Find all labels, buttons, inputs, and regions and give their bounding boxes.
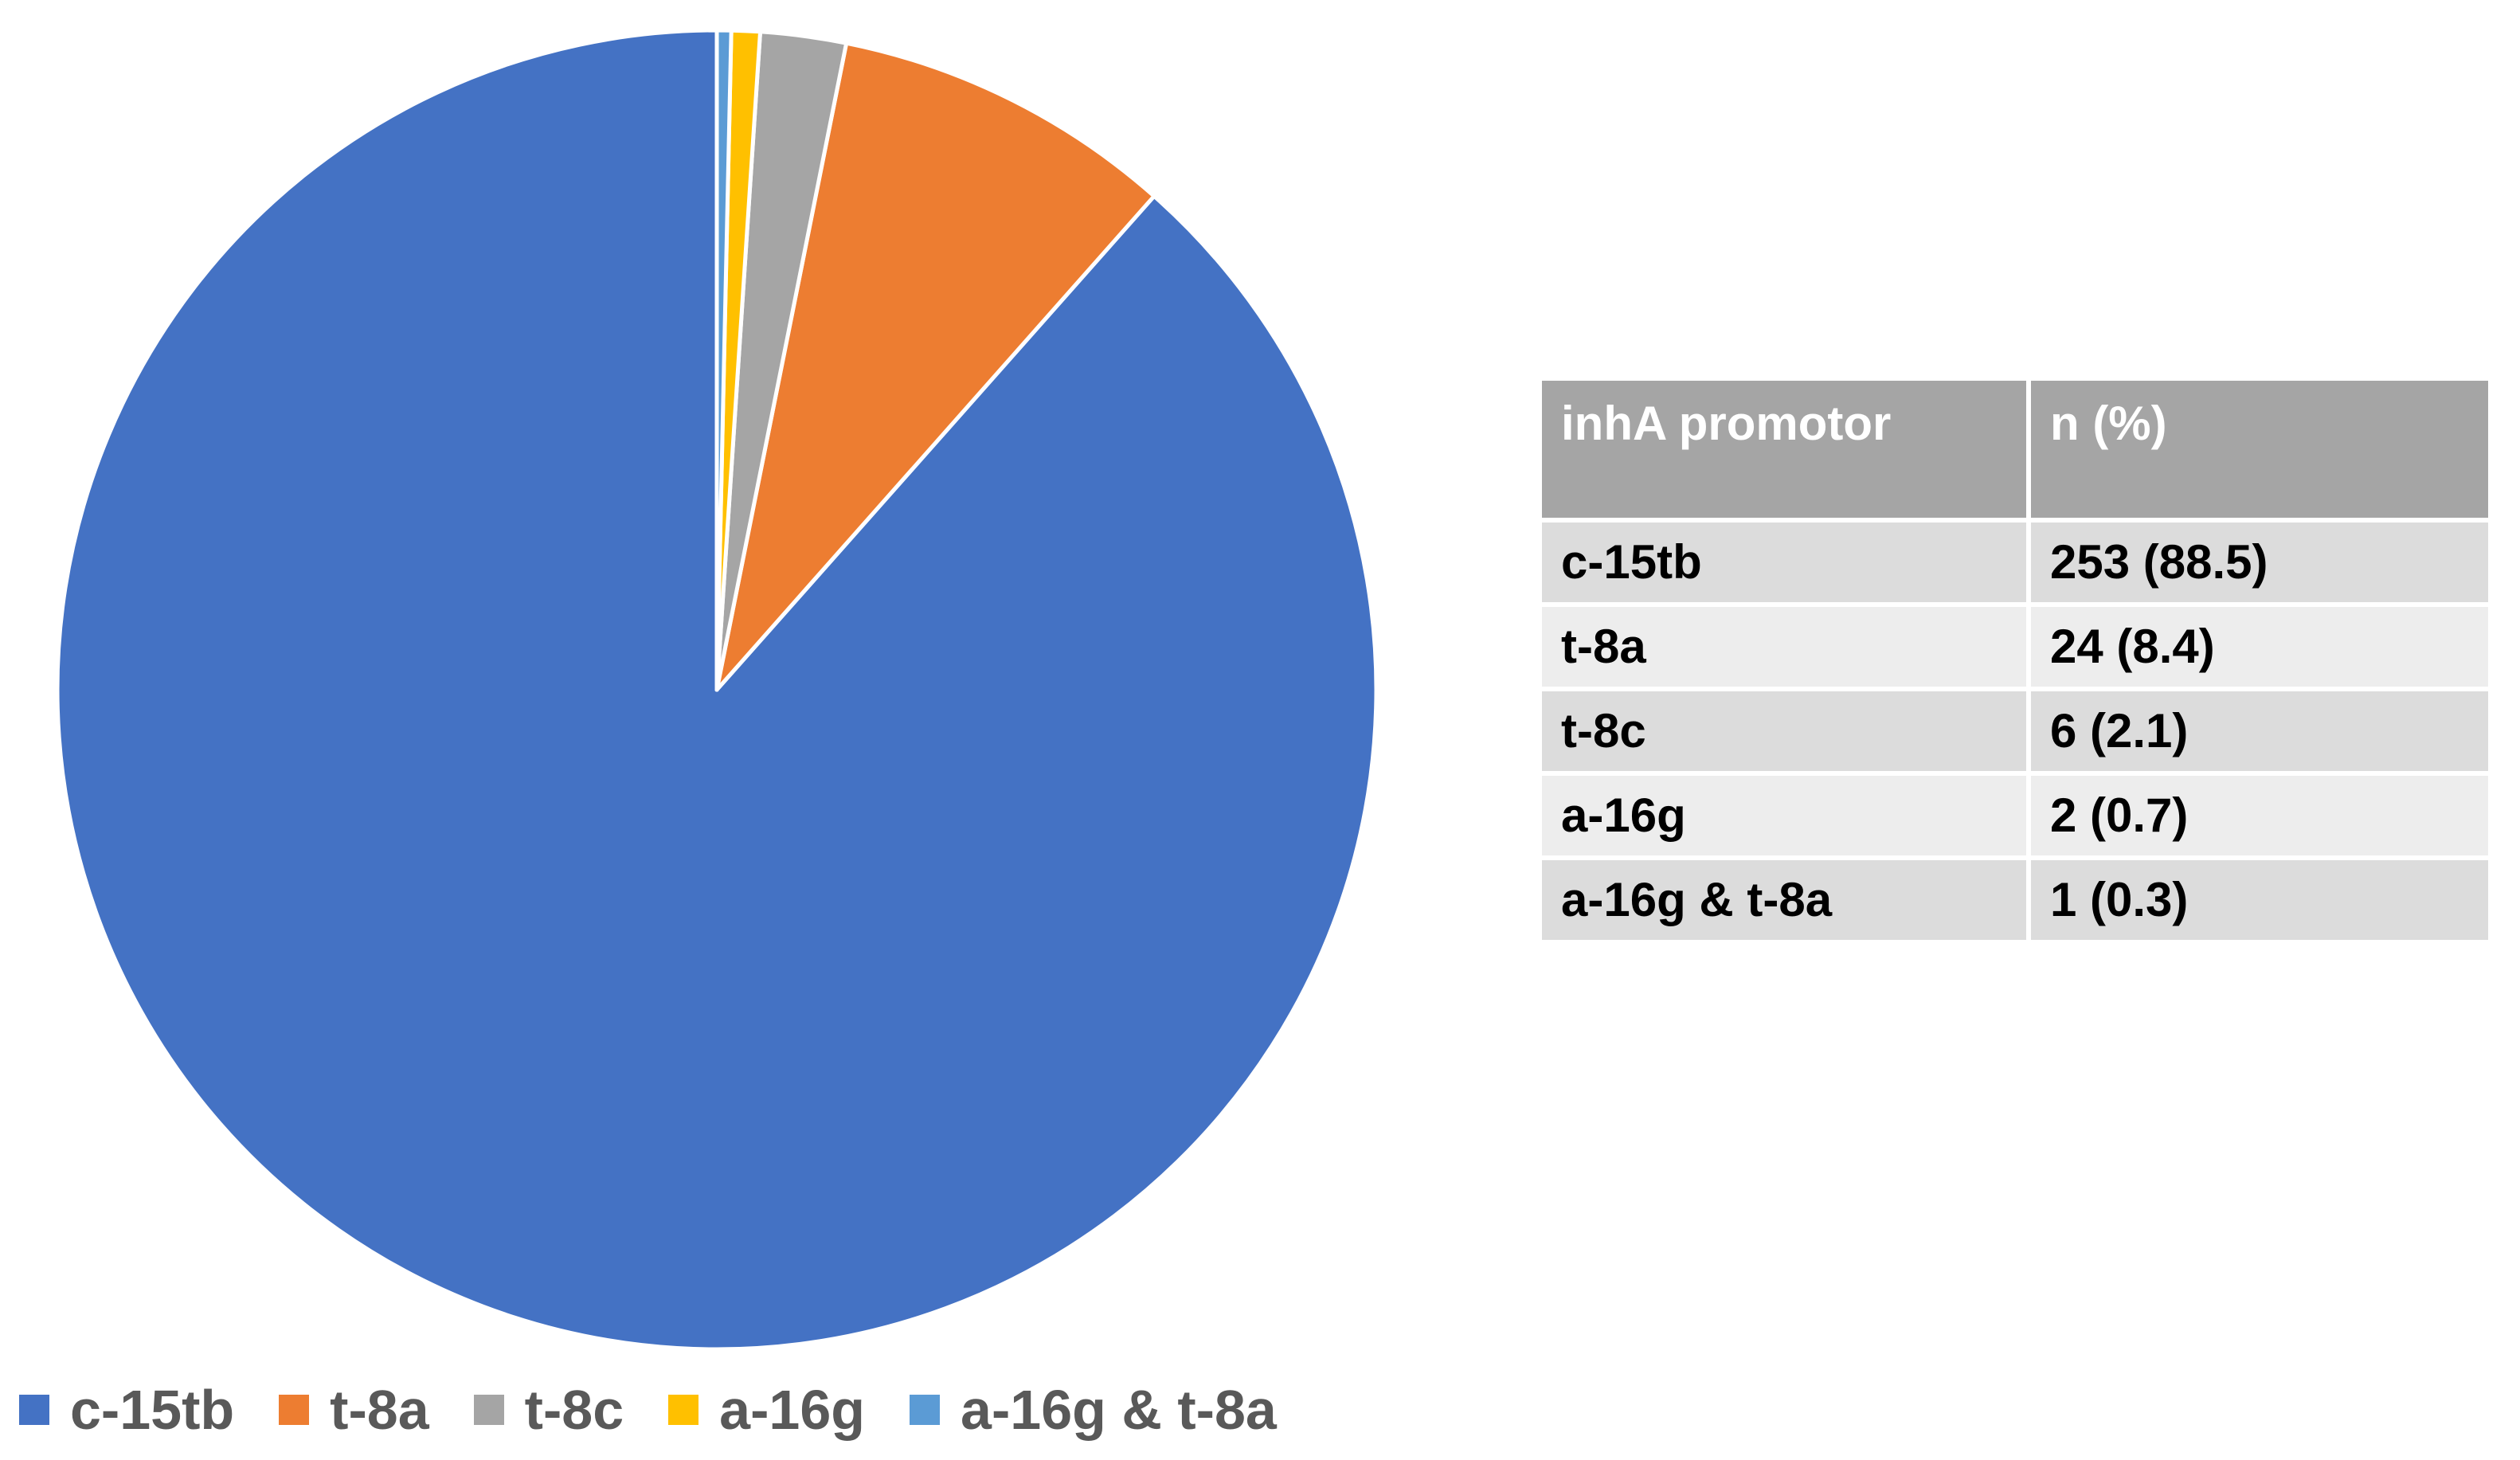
- table-row: t-8c 6 (2.1): [1542, 691, 2488, 771]
- legend-label-t-8c: t-8c: [524, 1379, 624, 1441]
- legend-swatch-c-15tb: [19, 1395, 49, 1425]
- legend-label-a-16g-and-t-8a: a-16g & t-8a: [961, 1379, 1277, 1441]
- pie-slice-a-16g-t-8a: [714, 28, 734, 692]
- legend-swatch-t-8c: [473, 1395, 504, 1425]
- table-cell-mutation: a-16g: [1542, 776, 2026, 855]
- pie-slice-c-15tb: [55, 28, 1379, 1352]
- pie-slice-t-8a: [714, 41, 1156, 692]
- legend-item-t-8c: t-8c: [473, 1379, 624, 1441]
- mutation-table: inhA promotor n (%) c-15tb 253 (88.5) t-…: [1537, 376, 2493, 945]
- table-cell-count: 1 (0.3): [2031, 860, 2488, 940]
- legend-swatch-a-16g-and-t-8a: [910, 1395, 941, 1425]
- legend-item-c-15tb: c-15tb: [19, 1382, 234, 1438]
- table-cell-mutation: c-15tb: [1542, 523, 2026, 602]
- table-row: c-15tb 253 (88.5): [1542, 523, 2488, 602]
- legend-item-t-8a: t-8a: [279, 1379, 429, 1441]
- table-cell-count: 24 (8.4): [2031, 607, 2488, 687]
- table-header-mutation: inhA promotor: [1542, 381, 2026, 518]
- table-cell-mutation: t-8a: [1542, 607, 2026, 687]
- legend-swatch-t-8a: [279, 1395, 310, 1425]
- legend-label-a-16g: a-16g: [719, 1379, 866, 1441]
- table-row: a-16g 2 (0.7): [1542, 776, 2488, 855]
- table-cell-count: 253 (88.5): [2031, 523, 2488, 602]
- legend-item-a-16g: a-16g: [668, 1382, 865, 1438]
- table-row: t-8a 24 (8.4): [1542, 607, 2488, 687]
- chart-legend: c-15tb t-8a t-8c a-16g a-16g & t-8a: [19, 1374, 1321, 1446]
- table-header-count: n (%): [2031, 381, 2488, 518]
- legend-label-c-15tb: c-15tb: [70, 1379, 235, 1441]
- legend-label-t-8a: t-8a: [330, 1379, 429, 1441]
- pie-chart: [55, 28, 1379, 1352]
- table-cell-mutation: a-16g & t-8a: [1542, 860, 2026, 940]
- table-cell-count: 6 (2.1): [2031, 691, 2488, 771]
- legend-item-a-16g-and-t-8a: a-16g & t-8a: [910, 1382, 1277, 1438]
- legend-swatch-a-16g: [668, 1395, 699, 1425]
- table-cell-mutation: t-8c: [1542, 691, 2026, 771]
- table-cell-count: 2 (0.7): [2031, 776, 2488, 855]
- table-row: a-16g & t-8a 1 (0.3): [1542, 860, 2488, 940]
- table-header-row: inhA promotor n (%): [1542, 381, 2488, 518]
